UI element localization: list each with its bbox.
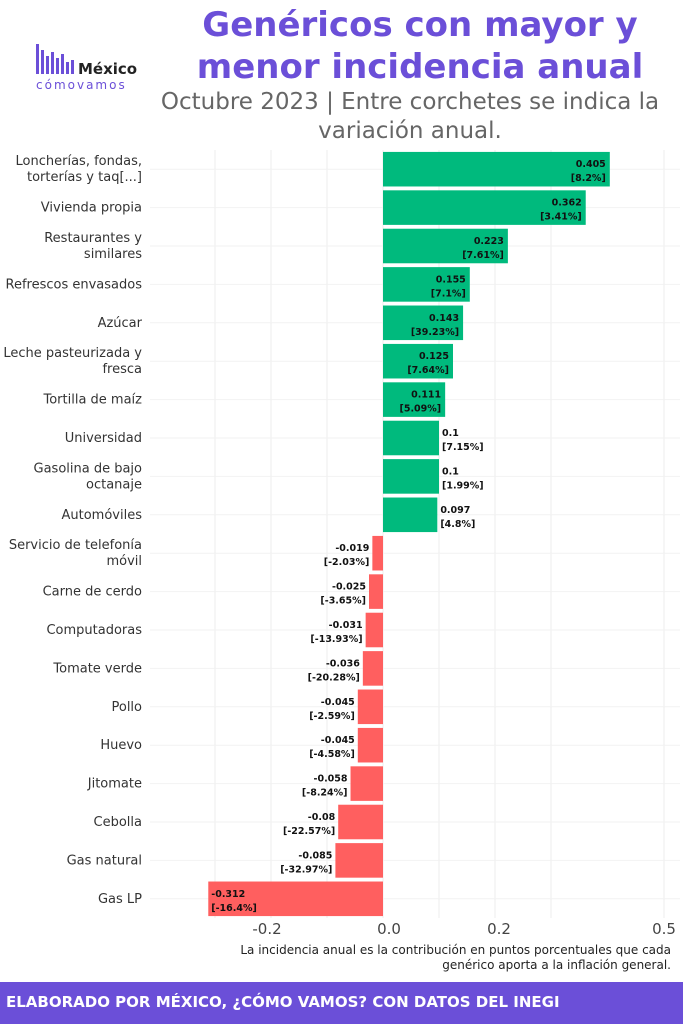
category-label: Huevo — [100, 738, 142, 753]
value-label: 0.1 — [442, 466, 459, 477]
variation-label: [7.61%] — [462, 250, 504, 261]
bar — [357, 689, 383, 725]
bar — [365, 612, 383, 648]
value-label: -0.025 — [332, 582, 366, 593]
variation-label: [4.8%] — [440, 519, 475, 530]
value-label: 0.223 — [474, 236, 504, 247]
bar — [383, 382, 446, 417]
category-label: Azúcar — [98, 316, 143, 331]
category-label: Gas LP — [98, 892, 142, 907]
variation-label: [-4.58%] — [309, 749, 355, 760]
footer-text: ELABORADO POR MÉXICO, ¿CÓMO VAMOS? CON D… — [6, 993, 560, 1011]
value-label: -0.045 — [321, 697, 355, 708]
variation-label: [-16.4%] — [211, 903, 257, 914]
bar — [383, 420, 439, 456]
variation-label: [7.1%] — [431, 288, 466, 299]
chart-grid — [150, 150, 680, 918]
variation-label: [39.23%] — [411, 327, 459, 338]
variation-label: [-13.93%] — [310, 634, 362, 645]
variation-label: [-32.97%] — [280, 864, 332, 875]
category-label: Loncherías, fondas, torterías y taq[...] — [16, 154, 142, 185]
bar — [362, 651, 383, 686]
value-label: 0.405 — [576, 159, 606, 170]
bar — [208, 881, 383, 917]
logo-subtext: cómovamos — [36, 78, 127, 92]
footer-banner: ELABORADO POR MÉXICO, ¿CÓMO VAMOS? CON D… — [0, 982, 683, 1024]
category-label: Carne de cerdo — [43, 585, 142, 600]
category-labels: Loncherías, fondas, torterías y taq[...] V… — [3, 154, 142, 907]
variation-label: [-3.65%] — [320, 596, 366, 607]
variation-label: [7.64%] — [407, 365, 449, 376]
chart-bars — [208, 151, 610, 917]
variation-label: [-2.03%] — [324, 557, 370, 568]
category-label: Automóviles — [62, 508, 143, 523]
bar — [383, 343, 453, 379]
x-axis-ticks: -0.2 0.0 0.2 0.5 — [252, 920, 676, 938]
footnote: La incidencia anual es la contribución e… — [240, 943, 671, 972]
variation-label: [5.09%] — [400, 404, 442, 415]
bar — [383, 267, 470, 302]
variation-label: [-22.57%] — [283, 826, 335, 837]
value-label: -0.08 — [308, 812, 336, 823]
value-labels: 0.405 [8.2%] 0.362 [3.41%] 0.223 [7.61%] 0.155… — [211, 159, 606, 914]
variation-label: [8.2%] — [571, 173, 606, 184]
chart-title: Genéricos con mayor y menor incidencia a… — [196, 5, 644, 87]
variation-label: [-20.28%] — [308, 672, 360, 683]
category-label: Servicio de telefonía móvil — [9, 538, 142, 569]
chart-subtitle: Octubre 2023 | Entre corchetes se indica… — [160, 89, 660, 144]
bar — [383, 305, 464, 341]
variation-label: [-2.59%] — [309, 711, 355, 722]
category-label: Refrescos envasados — [6, 277, 143, 292]
bar — [383, 190, 586, 225]
variation-label: [7.15%] — [442, 442, 484, 453]
logo: México cómovamos — [36, 40, 156, 92]
category-label: Leche pasteurizada y fresca — [3, 346, 142, 377]
value-label: 0.097 — [440, 505, 470, 516]
value-label: -0.036 — [326, 658, 360, 669]
category-label: Universidad — [65, 431, 142, 446]
bar — [338, 804, 383, 840]
category-label: Computadoras — [46, 623, 142, 638]
value-label: 0.1 — [442, 428, 459, 439]
category-label: Tortilla de maíz — [42, 393, 142, 408]
value-label: 0.125 — [419, 351, 449, 362]
bar — [383, 228, 508, 264]
x-tick-label: -0.2 — [252, 920, 281, 938]
bar — [335, 843, 383, 878]
value-label: -0.085 — [298, 850, 332, 861]
bar — [350, 766, 383, 801]
x-tick-label: 0.0 — [377, 920, 401, 938]
value-label: -0.312 — [211, 889, 245, 900]
bar — [383, 459, 439, 494]
x-tick-label: 0.5 — [652, 920, 676, 938]
variation-label: [3.41%] — [540, 212, 582, 223]
category-label: Gas natural — [67, 853, 142, 868]
value-label: -0.058 — [314, 774, 348, 785]
value-label: 0.155 — [436, 274, 466, 285]
bar — [383, 151, 610, 187]
value-label: -0.031 — [329, 620, 363, 631]
bar — [372, 535, 383, 571]
category-label: Restaurantes y similares — [44, 231, 142, 262]
logo-text: México — [78, 60, 138, 78]
category-label: Jitomate — [87, 777, 142, 792]
variation-label: [1.99%] — [442, 480, 484, 491]
bar — [369, 574, 383, 609]
bar-chart: Loncherías, fondas, torterías y taq[...] V… — [3, 150, 680, 938]
value-label: 0.111 — [411, 390, 441, 401]
category-label: Tomate verde — [52, 661, 142, 676]
bar — [357, 727, 383, 763]
category-label: Gasolina de bajo octanaje — [34, 461, 143, 492]
category-label: Cebolla — [94, 815, 142, 830]
variation-label: [-8.24%] — [302, 788, 348, 799]
value-label: 0.362 — [552, 198, 582, 209]
value-label: -0.045 — [321, 735, 355, 746]
value-label: 0.143 — [429, 313, 459, 324]
category-label: Pollo — [111, 700, 142, 715]
category-label: Vivienda propia — [41, 201, 142, 216]
bar — [383, 497, 438, 533]
x-tick-label: 0.2 — [487, 920, 511, 938]
value-label: -0.019 — [335, 543, 369, 554]
